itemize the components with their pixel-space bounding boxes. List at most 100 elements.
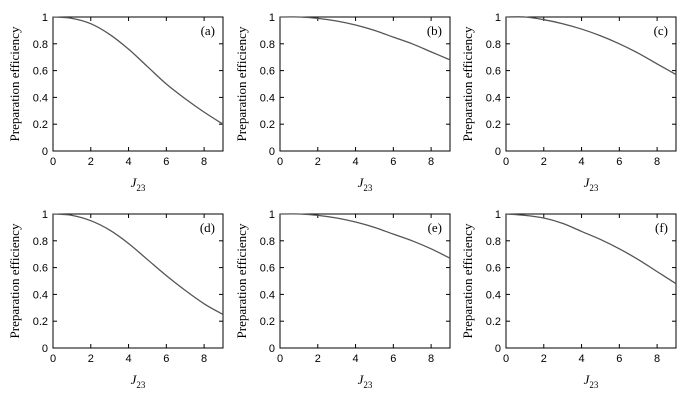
y-tick-label: 0 <box>269 343 275 355</box>
x-axis-label-subscript: 23 <box>589 380 599 390</box>
panel-label: (e) <box>428 220 442 235</box>
series-line <box>52 213 224 316</box>
x-axis-label-subscript: 23 <box>363 183 373 193</box>
x-tick-label: 2 <box>88 353 94 365</box>
y-axis-label: Preparation efficiency <box>7 223 22 338</box>
panel-label: (f) <box>655 220 668 235</box>
panel-label: (b) <box>427 23 442 38</box>
x-axis-label-subscript: 23 <box>589 183 599 193</box>
x-tick-label: 8 <box>428 353 434 365</box>
y-tick-label: 0.8 <box>486 236 501 248</box>
y-tick-label: 0.8 <box>33 236 48 248</box>
y-tick-label: 0.6 <box>260 263 275 275</box>
panel-label: (c) <box>654 23 668 38</box>
x-axis-label-main: J <box>584 372 591 387</box>
x-axis-label-subscript: 23 <box>363 380 373 390</box>
y-tick-label: 0.6 <box>33 263 48 275</box>
plot-frame <box>52 213 224 349</box>
series-line <box>52 16 224 125</box>
y-tick-label: 0.6 <box>260 66 275 78</box>
x-tick-label: 2 <box>315 353 321 365</box>
x-axis-label-main: J <box>131 175 138 190</box>
y-axis-label: Preparation efficiency <box>234 223 249 338</box>
y-axis-label: Preparation efficiency <box>234 26 249 141</box>
x-tick-label: 4 <box>352 353 358 365</box>
chart-panel-3: 0 0.2 0.4 0.6 0.8 1 0 2 4 6 8 Preparation efficienc… <box>460 12 677 193</box>
x-tick-label: 4 <box>578 156 584 168</box>
y-tick-label: 0 <box>42 146 48 158</box>
plot-frame <box>505 213 677 349</box>
y-axis-label: Preparation efficiency <box>460 26 475 141</box>
series-line <box>505 213 677 285</box>
x-tick-label: 0 <box>50 156 56 168</box>
x-tick-label: 0 <box>503 156 509 168</box>
y-tick-label: 0.4 <box>33 92 48 104</box>
x-tick-label: 4 <box>125 156 131 168</box>
x-tick-label: 2 <box>541 156 547 168</box>
y-tick-label: 0.6 <box>486 263 501 275</box>
y-tick-label: 0.4 <box>486 92 501 104</box>
x-tick-label: 0 <box>277 353 283 365</box>
plot-frame <box>279 213 451 349</box>
chart-panel-2: 0 0.2 0.4 0.6 0.8 1 0 2 4 6 8 Preparation efficienc… <box>234 12 451 193</box>
y-tick-label: 0.8 <box>260 39 275 51</box>
plot-frame <box>505 16 677 152</box>
y-tick-label: 0.4 <box>260 289 275 301</box>
y-tick-label: 0.2 <box>486 119 501 131</box>
x-tick-label: 4 <box>578 353 584 365</box>
panel-label: (a) <box>201 23 215 38</box>
x-axis-label-subscript: 23 <box>136 183 146 193</box>
y-tick-label: 0.4 <box>33 289 48 301</box>
x-tick-label: 2 <box>541 353 547 365</box>
y-tick-label: 0.6 <box>486 66 501 78</box>
x-axis-label: J23 <box>131 372 146 390</box>
y-tick-label: 0.4 <box>486 289 501 301</box>
y-tick-label: 1 <box>42 12 48 24</box>
y-tick-label: 0.8 <box>33 39 48 51</box>
y-tick-label: 0 <box>495 343 501 355</box>
chart-panel-6: 0 0.2 0.4 0.6 0.8 1 0 2 4 6 8 Preparation efficienc… <box>460 209 677 390</box>
x-axis-label: J23 <box>358 175 373 193</box>
x-tick-label: 6 <box>163 156 169 168</box>
y-tick-label: 0.2 <box>260 119 275 131</box>
y-tick-label: 1 <box>495 12 501 24</box>
x-tick-label: 0 <box>503 353 509 365</box>
panel-label: (d) <box>200 220 215 235</box>
x-tick-label: 8 <box>654 353 660 365</box>
x-tick-label: 6 <box>163 353 169 365</box>
x-tick-label: 8 <box>201 353 207 365</box>
x-axis-label-main: J <box>131 372 138 387</box>
x-tick-label: 6 <box>390 353 396 365</box>
x-axis-label-main: J <box>358 175 365 190</box>
series-line <box>279 213 451 259</box>
series-line <box>279 16 451 61</box>
x-tick-label: 2 <box>88 156 94 168</box>
y-tick-label: 0.6 <box>33 66 48 78</box>
y-axis-label: Preparation efficiency <box>460 223 475 338</box>
chart-panel-5: 0 0.2 0.4 0.6 0.8 1 0 2 4 6 8 Preparation efficienc… <box>234 209 451 390</box>
x-axis-label-main: J <box>584 175 591 190</box>
y-tick-label: 0.2 <box>260 316 275 328</box>
chart-panel-1: 0 0.2 0.4 0.6 0.8 1 0 2 4 6 8 Preparation efficienc… <box>7 12 224 193</box>
y-tick-label: 1 <box>42 209 48 221</box>
y-tick-label: 1 <box>495 209 501 221</box>
x-tick-label: 8 <box>428 156 434 168</box>
x-tick-label: 4 <box>125 353 131 365</box>
x-axis-label: J23 <box>131 175 146 193</box>
y-tick-label: 0 <box>495 146 501 158</box>
y-tick-label: 0.2 <box>486 316 501 328</box>
x-tick-label: 6 <box>616 353 622 365</box>
y-tick-label: 0.8 <box>260 236 275 248</box>
x-axis-label: J23 <box>358 372 373 390</box>
x-axis-label-main: J <box>358 372 365 387</box>
x-tick-label: 8 <box>654 156 660 168</box>
x-tick-label: 0 <box>277 156 283 168</box>
y-tick-label: 0.2 <box>33 119 48 131</box>
y-axis-label: Preparation efficiency <box>7 26 22 141</box>
y-tick-label: 1 <box>269 12 275 24</box>
x-tick-label: 2 <box>315 156 321 168</box>
y-tick-label: 1 <box>269 209 275 221</box>
series-line <box>505 16 677 76</box>
x-axis-label: J23 <box>584 372 599 390</box>
